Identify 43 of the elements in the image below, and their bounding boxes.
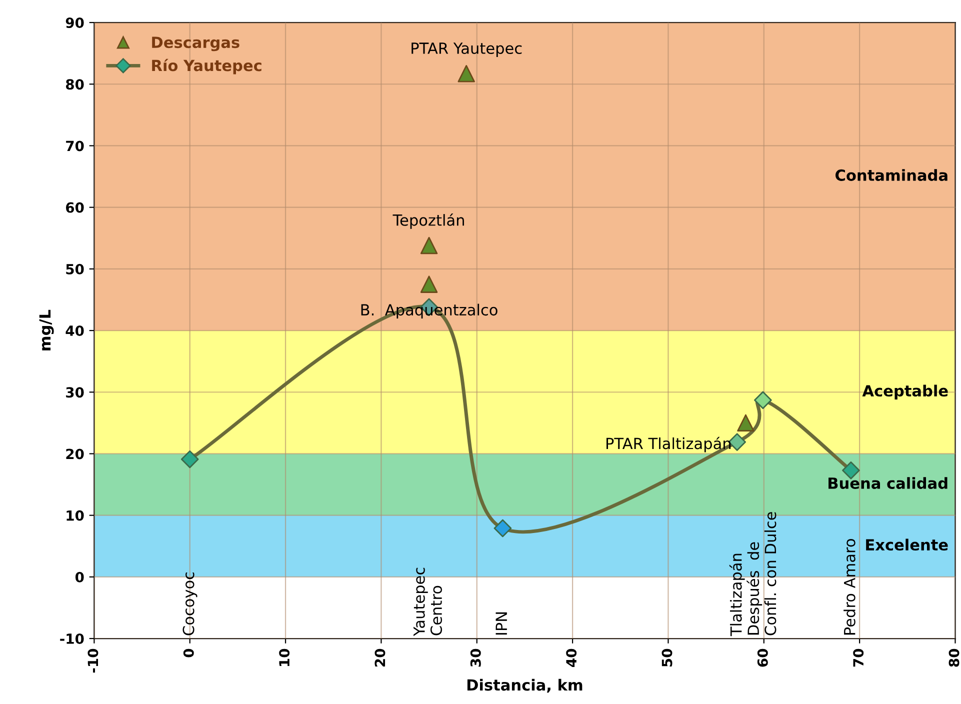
annotation: IPN <box>496 612 507 635</box>
x-tick-label: 40 <box>566 648 577 667</box>
annotation: Cocoyoc <box>182 572 198 636</box>
annotation: Pedro Amaro <box>844 539 856 635</box>
annotation: Yautepec Centro <box>414 568 442 636</box>
x-axis-title: Distancia, km <box>467 678 582 693</box>
x-tick-label: 20 <box>374 648 386 666</box>
legend-label: Descargas <box>152 36 240 52</box>
band-label: Excelente <box>866 538 948 551</box>
x-tick-label: 10 <box>279 648 290 666</box>
y-tick-label: 20 <box>66 448 84 460</box>
y-tick-label: -10 <box>60 633 84 644</box>
x-tick-label: 70 <box>853 648 864 667</box>
y-tick-label: 80 <box>66 79 84 90</box>
point <box>754 391 772 410</box>
y-tick-label: 40 <box>66 325 84 336</box>
y-axis-title: mg/L <box>39 310 54 350</box>
point <box>494 519 512 538</box>
point <box>458 65 475 82</box>
x-tick-label: 50 <box>662 648 672 667</box>
band-label: Contaminada <box>836 169 948 181</box>
annotation: Tepoztlán <box>392 213 464 229</box>
x-tick-label: 0 <box>183 648 194 658</box>
y-tick-label: 50 <box>66 264 84 274</box>
y-tick-label: 30 <box>66 387 84 398</box>
x-tick-label: 60 <box>757 648 768 667</box>
point <box>180 450 199 468</box>
x-tick-label: 80 <box>948 648 960 667</box>
x-tick-label: 30 <box>470 648 481 667</box>
y-tick-label: 0 <box>75 572 84 582</box>
band-label: Aceptable <box>862 384 948 400</box>
annotation: Tlaltizapán <box>729 554 745 636</box>
y-tick-label: 10 <box>66 510 84 521</box>
annotation: Después de Confl. con Dulce <box>746 512 776 636</box>
point <box>420 236 438 254</box>
y-tick-label: 70 <box>66 140 84 152</box>
y-tick-label: 60 <box>66 202 84 213</box>
y-tick-label: 90 <box>66 17 84 28</box>
point <box>737 414 754 432</box>
band-label: Buena calidad <box>828 477 948 489</box>
annotation: PTAR Yautepec <box>412 42 522 57</box>
point <box>420 276 438 293</box>
legend-label: Río Yautepec <box>152 58 262 74</box>
